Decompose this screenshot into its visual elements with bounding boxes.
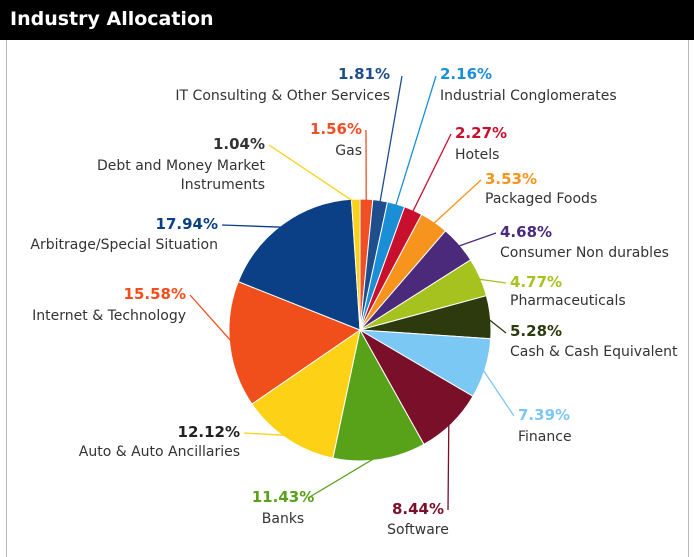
leader-line — [455, 232, 497, 248]
leader-line — [378, 75, 403, 205]
category-label: Auto & Auto Ancillaries — [78, 444, 240, 460]
value-label: 15.58% — [123, 285, 186, 303]
category-label: IT Consulting & Other Services — [175, 88, 390, 104]
value-label: 5.28% — [510, 322, 563, 340]
category-label: Software — [387, 522, 449, 538]
leader-line — [189, 294, 235, 345]
value-label: 12.12% — [177, 423, 240, 441]
category-label: Consumer Non durables — [500, 245, 669, 261]
leader-line — [394, 75, 437, 209]
category-label: Internet & Technology — [32, 308, 186, 324]
category-label: Pharmaceuticals — [510, 293, 626, 309]
value-label: 2.16% — [440, 65, 493, 83]
category-label: Banks — [261, 511, 305, 527]
value-label: 1.81% — [337, 65, 390, 83]
pie-slice — [332, 328, 425, 462]
panel — [6, 40, 689, 557]
category-label: Hotels — [455, 147, 500, 163]
pie-slice — [237, 198, 361, 331]
category-label: Gas — [335, 143, 362, 159]
leader-line — [307, 455, 380, 499]
category-label: Packaged Foods — [485, 191, 598, 207]
value-label: 4.77% — [510, 273, 563, 291]
leader-line — [221, 224, 286, 228]
chart-title: Industry Allocation — [10, 8, 214, 30]
category-label: Industrial Conglomerates — [440, 88, 617, 104]
value-label: 4.68% — [500, 223, 553, 241]
leader-line — [485, 316, 507, 334]
leader-line — [447, 420, 450, 511]
value-label: 8.44% — [391, 500, 445, 518]
value-label: 3.53% — [485, 170, 538, 188]
leader-line — [268, 144, 357, 204]
value-label: 11.43% — [251, 488, 315, 506]
category-label: Arbitrage/Special Situation — [30, 237, 218, 253]
value-label: 17.94% — [155, 215, 218, 233]
value-label: 7.39% — [518, 406, 571, 424]
pie-slice — [251, 328, 361, 459]
leader-line — [480, 367, 515, 417]
leader-line — [476, 278, 507, 284]
leader-line — [431, 179, 482, 226]
value-label: 1.56% — [309, 120, 362, 138]
value-label: 2.27% — [455, 124, 508, 142]
category-label: Cash & Cash Equivalent — [510, 344, 678, 360]
pie-slice — [350, 198, 361, 331]
leader-line — [411, 133, 452, 215]
value-label: 1.04% — [212, 135, 265, 153]
pie-slice — [228, 280, 362, 405]
leader-line — [243, 432, 290, 437]
category-label: Debt and Money Market Instruments — [97, 158, 265, 193]
header: Industry Allocation — [0, 0, 694, 40]
category-label: Finance — [518, 429, 572, 445]
